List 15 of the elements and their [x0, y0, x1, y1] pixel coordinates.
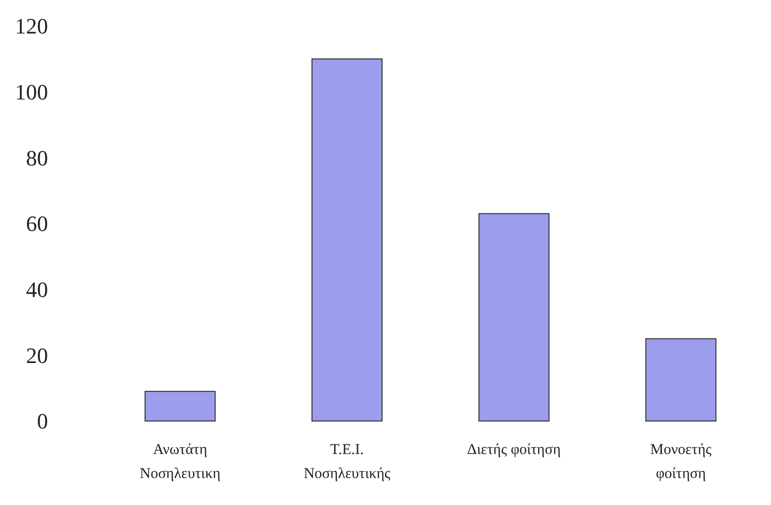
y-tick-label: 60: [26, 211, 48, 236]
bar: [311, 58, 383, 422]
x-tick-label: Διετής φοίτηση: [467, 442, 561, 458]
bar: [645, 338, 716, 422]
y-tick-label: 80: [26, 145, 48, 170]
x-tick-label: Τ.Ε.Ι. Νοσηλευτικής: [304, 442, 390, 482]
y-tick-label: 100: [15, 80, 48, 105]
bar: [144, 390, 216, 422]
x-tick-label: Μονοετής φοίτηση: [650, 442, 712, 482]
y-tick-label: 120: [15, 14, 48, 39]
y-tick-label: 20: [26, 342, 48, 368]
y-tick-label: 0: [37, 408, 48, 434]
y-tick-label: 40: [26, 277, 48, 302]
bar: [478, 213, 550, 422]
x-tick-label: Ανωτάτη Νοσηλευτικη: [140, 442, 221, 482]
